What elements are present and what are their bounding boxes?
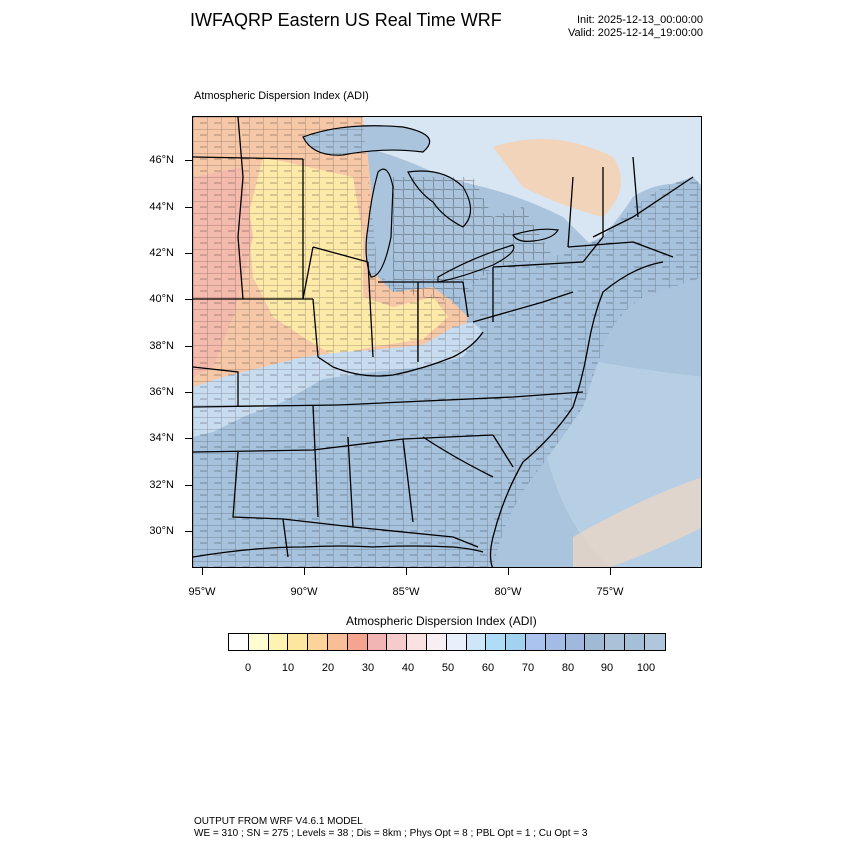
colorbar-tick-label: 0	[244, 662, 252, 674]
colorbar-tick-label: 20	[321, 662, 335, 674]
map-svg	[193, 117, 701, 567]
colorbar-swatch	[585, 634, 606, 650]
colorbar-swatch	[407, 634, 427, 650]
colorbar-tick-label: 100	[636, 662, 656, 674]
colorbar-tick-label: 60	[481, 662, 495, 674]
colorbar-tick-label: 90	[600, 662, 614, 674]
colorbar-swatch	[426, 634, 447, 650]
lat-label-46: 46°N	[149, 154, 174, 166]
model-footer: OUTPUT FROM WRF V4.6.1 MODEL	[194, 816, 363, 827]
colorbar-swatch	[486, 634, 507, 650]
lat-label-40: 40°N	[149, 293, 174, 305]
ocean-warm-patch	[573, 477, 701, 567]
colorbar-tick-label: 70	[521, 662, 535, 674]
colorbar-swatch	[367, 634, 388, 650]
lat-tick	[185, 346, 192, 347]
lat-label-42: 42°N	[149, 247, 174, 259]
colorbar-swatch	[288, 634, 309, 650]
colorbar-tick-label: 10	[281, 662, 295, 674]
lat-tick	[185, 160, 192, 161]
lat-tick	[185, 207, 192, 208]
county-grid-east	[393, 177, 553, 302]
lat-label-34: 34°N	[149, 432, 174, 444]
colorbar-tick-label: 30	[361, 662, 375, 674]
colorbar-swatch	[387, 634, 408, 650]
lon-label-90: 90°W	[290, 586, 318, 598]
lat-tick	[185, 485, 192, 486]
lon-tick	[406, 568, 407, 575]
colorbar-swatch	[624, 634, 645, 650]
colorbar-swatch	[565, 634, 586, 650]
lon-label-85: 85°W	[392, 586, 420, 598]
lon-label-80: 80°W	[494, 586, 522, 598]
colorbar-swatch	[525, 634, 546, 650]
state-borders	[193, 117, 674, 558]
lat-label-44: 44°N	[149, 201, 174, 213]
colorbar-swatch	[229, 634, 249, 650]
lon-label-75: 75°W	[596, 586, 624, 598]
colorbar-swatch	[644, 634, 665, 650]
lat-label-30: 30°N	[149, 525, 174, 537]
colorbar-swatch	[268, 634, 289, 650]
lat-label-32: 32°N	[149, 479, 174, 491]
lat-label-38: 38°N	[149, 340, 174, 352]
lat-tick	[185, 392, 192, 393]
lat-label-36: 36°N	[149, 386, 174, 398]
lon-tick	[304, 568, 305, 575]
lon-label-95: 95°W	[188, 586, 216, 598]
valid-time: Valid: 2025-12-14_19:00:00	[568, 27, 703, 39]
lon-tick	[610, 568, 611, 575]
canada-warm-patch	[493, 139, 621, 217]
colorbar-swatch	[347, 634, 368, 650]
lon-tick	[508, 568, 509, 575]
init-time: Init: 2025-12-13_00:00:00	[577, 14, 703, 26]
colorbar-swatch	[248, 634, 269, 650]
lat-tick	[185, 253, 192, 254]
model-config: WE = 310 ; SN = 275 ; Levels = 38 ; Dis …	[194, 828, 588, 839]
colorbar-title: Atmospheric Dispersion Index (ADI)	[346, 614, 537, 628]
colorbar-swatch	[506, 634, 526, 650]
lat-tick	[185, 438, 192, 439]
lon-tick	[202, 568, 203, 575]
map-panel	[192, 116, 702, 568]
colorbar-tick-label: 40	[401, 662, 415, 674]
lat-tick	[185, 531, 192, 532]
lat-tick	[185, 299, 192, 300]
figure-title: IWFAQRP Eastern US Real Time WRF	[190, 10, 502, 30]
colorbar-swatch	[446, 634, 467, 650]
coastline	[193, 176, 694, 567]
colorbar-tick-label: 80	[561, 662, 575, 674]
plot-title: Atmospheric Dispersion Index (ADI)	[194, 90, 369, 102]
colorbar-swatch	[327, 634, 348, 650]
colorbar-swatch	[605, 634, 625, 650]
colorbar-tick-label: 50	[441, 662, 455, 674]
colorbar-swatch	[545, 634, 566, 650]
county-grid-west	[193, 117, 701, 567]
colorbar-swatch	[466, 634, 487, 650]
colorbar	[228, 633, 666, 651]
colorbar-swatch	[308, 634, 328, 650]
